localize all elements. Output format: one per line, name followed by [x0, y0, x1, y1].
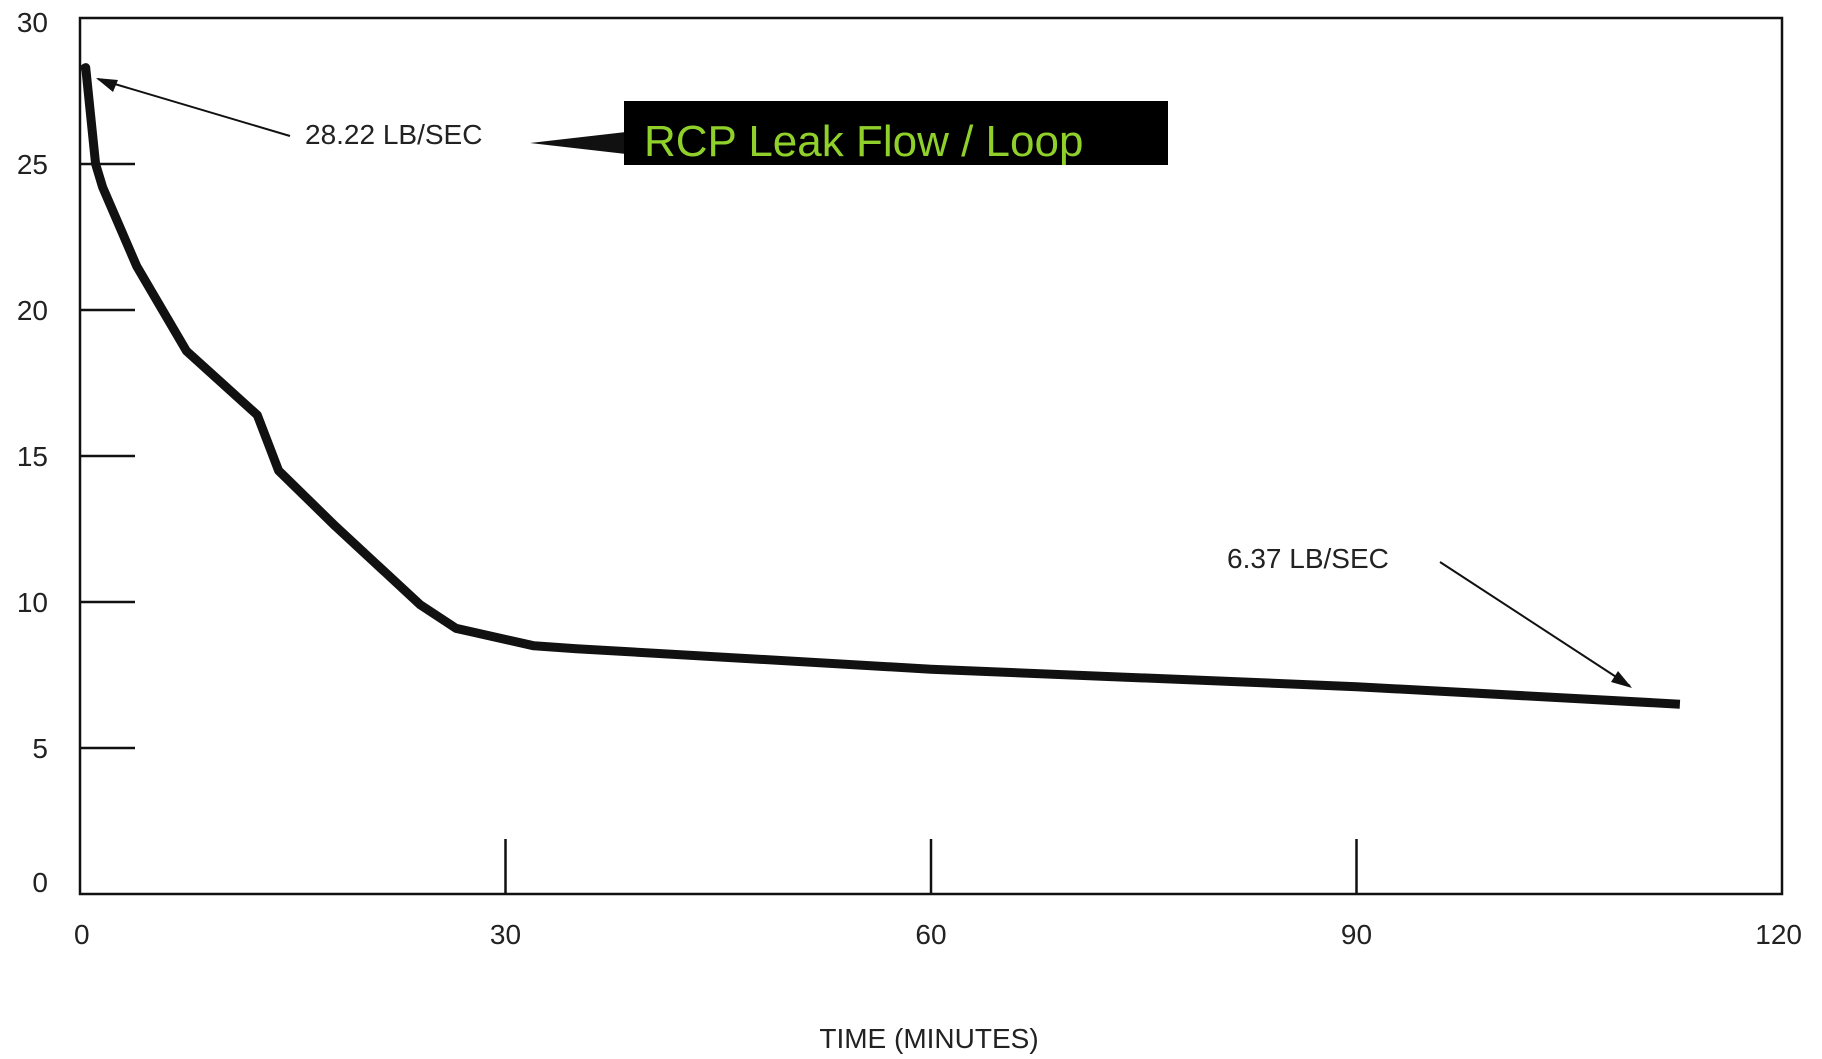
annotation-peak-label: 28.22 LB/SEC [305, 119, 482, 150]
y-tick-label: 10 [17, 587, 48, 618]
x-tick-label: 60 [915, 919, 946, 950]
y-tick-label: 30 [17, 7, 48, 38]
annotation-end-label: 6.37 LB/SEC [1227, 543, 1389, 574]
x-axis-tick-labels: 0 30 60 90 120 [74, 919, 1802, 950]
x-tick-label: 30 [490, 919, 521, 950]
annotation-end-arrowhead-icon [1611, 671, 1632, 688]
y-axis-ticks [80, 162, 135, 750]
annotation-peak: 28.22 LB/SEC [96, 78, 626, 154]
annotation-peak-arrowhead-icon [96, 78, 118, 92]
annotation-peak-arrow [97, 78, 291, 137]
x-tick-label: 0 [74, 919, 90, 950]
y-tick-label: 5 [32, 733, 48, 764]
y-tick-label: 0 [32, 867, 48, 898]
annotation-end-arrow [1439, 561, 1631, 687]
x-axis-ticks [504, 839, 1358, 894]
y-tick-label: 15 [17, 441, 48, 472]
chart-title-box: RCP Leak Flow / Loop [624, 101, 1168, 166]
y-tick-label: 20 [17, 295, 48, 326]
y-axis-tick-labels: 0 5 10 15 20 25 30 [17, 7, 48, 898]
annotation-peak-title-pointer [530, 132, 626, 154]
leak-flow-series-line [78, 63, 1681, 709]
annotation-end: 6.37 LB/SEC [1227, 543, 1632, 688]
chart-title: RCP Leak Flow / Loop [644, 117, 1083, 166]
x-tick-label: 90 [1341, 919, 1372, 950]
y-tick-label: 25 [17, 149, 48, 180]
x-tick-label: 120 [1755, 919, 1802, 950]
x-axis-title: TIME (MINUTES) [819, 1023, 1038, 1054]
chart-title-background [624, 101, 1168, 165]
